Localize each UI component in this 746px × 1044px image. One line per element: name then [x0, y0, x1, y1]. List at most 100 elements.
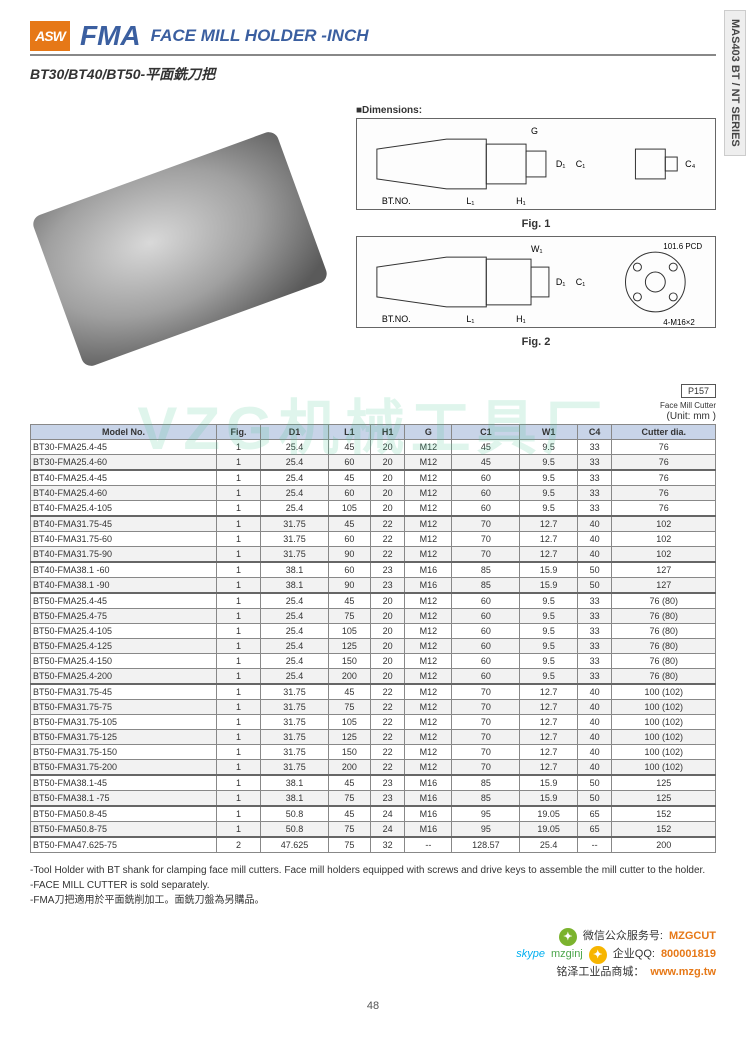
- table-header-cell: G: [405, 425, 452, 440]
- table-cell: 1: [217, 547, 261, 563]
- table-cell: 76 (80): [612, 593, 716, 609]
- table-row: BT40-FMA25.4-60125.46020M12609.53376: [31, 486, 716, 501]
- table-row: BT50-FMA31.75-150131.7515022M127012.7401…: [31, 745, 716, 760]
- table-cell: 22: [370, 684, 405, 700]
- table-cell: 33: [577, 455, 612, 471]
- svg-text:D₁: D₁: [556, 158, 565, 168]
- table-row: BT50-FMA25.4-125125.412520M12609.53376 (…: [31, 639, 716, 654]
- table-cell: BT50-FMA31.75-105: [31, 715, 217, 730]
- table-cell: 76: [612, 440, 716, 455]
- table-cell: 95: [452, 806, 520, 822]
- table-cell: M12: [405, 700, 452, 715]
- table-row: BT40-FMA25.4-45125.44520M12609.53376: [31, 470, 716, 486]
- table-cell: 125: [612, 791, 716, 807]
- table-cell: 150: [328, 654, 370, 669]
- table-cell: 38.1: [261, 791, 329, 807]
- table-cell: 45: [328, 775, 370, 791]
- table-cell: 31.75: [261, 715, 329, 730]
- table-cell: 90: [328, 578, 370, 594]
- table-row: BT50-FMA25.4-150125.415020M12609.53376 (…: [31, 654, 716, 669]
- table-cell: BT40-FMA31.75-60: [31, 532, 217, 547]
- table-cell: BT50-FMA25.4-105: [31, 624, 217, 639]
- table-cell: M16: [405, 562, 452, 578]
- table-cell: 1: [217, 578, 261, 594]
- figure-2-diagram: BT.NO. L₁ H₁ W₁ D₁ C₁ 101.6 PCD 4-M16×2: [356, 236, 716, 328]
- footer-contact: ✦ 微信公众服务号: MZGCUT skype mzginj ✦ 企业QQ: 8…: [30, 928, 716, 982]
- table-cell: 22: [370, 730, 405, 745]
- table-cell: 105: [328, 501, 370, 517]
- table-cell: 20: [370, 455, 405, 471]
- svg-text:C₁: C₁: [576, 276, 585, 286]
- table-header-cell: D1: [261, 425, 329, 440]
- table-cell: 20: [370, 593, 405, 609]
- table-cell: M12: [405, 516, 452, 532]
- table-cell: 102: [612, 532, 716, 547]
- title-sub: FACE MILL HOLDER -INCH: [151, 26, 369, 46]
- table-cell: BT50-FMA38.1-45: [31, 775, 217, 791]
- table-cell: 76: [612, 470, 716, 486]
- table-row: BT40-FMA38.1 -60138.16023M168515.950127: [31, 562, 716, 578]
- table-cell: 127: [612, 562, 716, 578]
- svg-text:4-M16×2: 4-M16×2: [663, 317, 695, 326]
- unit-label: (Unit: mm ): [667, 411, 716, 422]
- table-row: BT50-FMA31.75-45131.754522M127012.740100…: [31, 684, 716, 700]
- table-cell: 76: [612, 486, 716, 501]
- table-cell: 40: [577, 516, 612, 532]
- table-cell: M12: [405, 501, 452, 517]
- notes-block: -Tool Holder with BT shank for clamping …: [30, 863, 716, 908]
- table-cell: 33: [577, 470, 612, 486]
- table-cell: 24: [370, 806, 405, 822]
- table-header-cell: Model No.: [31, 425, 217, 440]
- table-cell: 65: [577, 822, 612, 838]
- qq-label: 企业QQ:: [613, 946, 655, 964]
- table-cell: 1: [217, 639, 261, 654]
- fig1-label: Fig. 1: [356, 218, 716, 230]
- table-cell: M12: [405, 669, 452, 685]
- table-cell: 125: [328, 730, 370, 745]
- table-cell: 25.4: [261, 624, 329, 639]
- table-cell: 12.7: [520, 684, 578, 700]
- table-cell: 33: [577, 440, 612, 455]
- table-header-cell: C1: [452, 425, 520, 440]
- table-cell: 70: [452, 715, 520, 730]
- site-label: 铭泽工业品商城：: [556, 964, 644, 982]
- table-cell: 76: [612, 455, 716, 471]
- table-cell: 25.4: [261, 470, 329, 486]
- table-cell: --: [405, 837, 452, 853]
- table-cell: 1: [217, 486, 261, 501]
- table-cell: 60: [452, 669, 520, 685]
- table-row: BT50-FMA50.8-75150.87524M169519.0565152: [31, 822, 716, 838]
- table-cell: 76 (80): [612, 639, 716, 654]
- table-cell: 1: [217, 516, 261, 532]
- table-row: BT40-FMA31.75-60131.756022M127012.740102: [31, 532, 716, 547]
- table-cell: 38.1: [261, 562, 329, 578]
- table-cell: 15.9: [520, 775, 578, 791]
- table-cell: 33: [577, 669, 612, 685]
- table-cell: 75: [328, 700, 370, 715]
- table-cell: BT40-FMA25.4-60: [31, 486, 217, 501]
- note-line-2: -FACE MILL CUTTER is sold separately.: [30, 878, 716, 893]
- table-cell: 45: [328, 593, 370, 609]
- figure-1-diagram: BT.NO. L₁ H₁ G D₁ C₁ C₄: [356, 118, 716, 210]
- table-cell: 45: [328, 684, 370, 700]
- table-cell: 33: [577, 639, 612, 654]
- skype-id: mzginj: [551, 946, 583, 964]
- table-row: BT50-FMA38.1 -75138.17523M168515.950125: [31, 791, 716, 807]
- table-cell: 1: [217, 822, 261, 838]
- table-cell: 100 (102): [612, 730, 716, 745]
- table-cell: 20: [370, 486, 405, 501]
- table-cell: 70: [452, 745, 520, 760]
- table-cell: 60: [452, 624, 520, 639]
- svg-text:L₁: L₁: [466, 195, 474, 205]
- table-cell: 75: [328, 609, 370, 624]
- table-cell: 25.4: [261, 669, 329, 685]
- table-cell: 22: [370, 700, 405, 715]
- table-row: BT30-FMA25.4-45125.44520M12459.53376: [31, 440, 716, 455]
- table-cell: 125: [612, 775, 716, 791]
- table-cell: M12: [405, 486, 452, 501]
- table-cell: M12: [405, 745, 452, 760]
- table-cell: 70: [452, 730, 520, 745]
- wechat-id: MZGCUT: [669, 928, 716, 946]
- table-cell: 1: [217, 745, 261, 760]
- table-cell: 1: [217, 440, 261, 455]
